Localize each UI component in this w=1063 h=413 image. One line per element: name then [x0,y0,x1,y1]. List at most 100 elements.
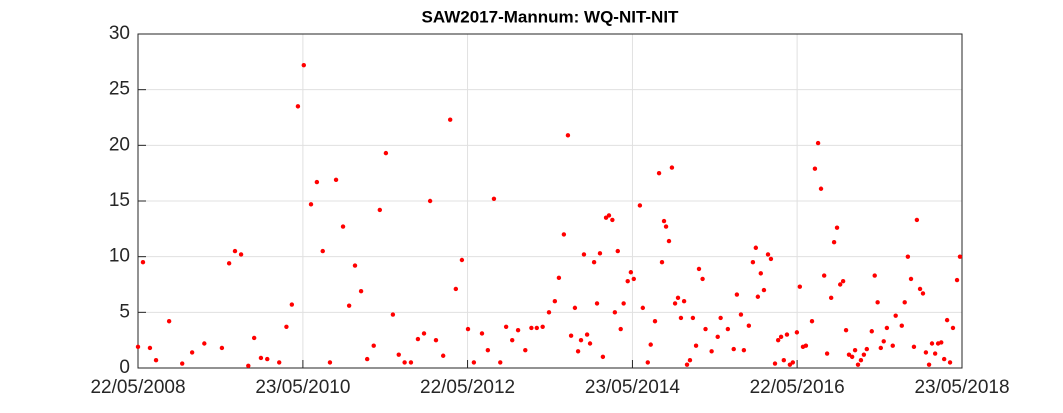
point [914,217,920,223]
point [957,254,963,259]
point [843,327,849,333]
point [153,358,159,363]
point [453,286,459,292]
y-tick-label: 0 [119,357,130,378]
point [902,300,907,305]
point [950,325,956,331]
point [346,303,352,308]
point [433,337,439,343]
point [561,232,567,237]
point [944,317,950,323]
point [812,166,818,171]
point [226,261,232,266]
point [503,324,509,330]
point [837,282,843,287]
point [333,177,339,183]
point [929,341,935,346]
point [684,362,690,367]
point [923,350,929,355]
point [565,133,571,138]
point [284,324,289,330]
point [831,239,837,245]
point [202,341,207,346]
point [905,254,911,259]
point [681,299,687,304]
point [797,284,803,289]
point [908,276,914,282]
point [693,343,699,348]
point [834,225,840,230]
point [320,248,325,254]
point [869,329,874,334]
point [703,326,708,332]
point [180,361,185,366]
point [258,355,264,361]
point [725,326,731,332]
point [690,315,696,321]
point [846,352,852,357]
point [246,363,251,368]
point [575,349,581,354]
point [765,252,771,257]
point [529,325,534,331]
point [140,260,146,265]
point [295,104,301,109]
point [675,295,681,301]
point [591,260,597,265]
point [734,292,740,297]
point [794,330,800,335]
point [778,334,784,340]
x-tick-label: 22/05/2016 [750,377,845,398]
point [546,310,552,315]
point [534,325,540,331]
point [610,217,615,223]
point [954,277,960,283]
point [872,273,877,278]
point [440,353,446,358]
point [232,248,238,254]
point [396,352,401,357]
point [884,325,890,331]
point [498,360,503,365]
point [581,252,587,257]
point [352,263,358,268]
y-tick-label: 5 [119,301,130,322]
point [615,248,620,254]
point [661,218,667,224]
point [941,356,947,362]
point [715,334,720,340]
point [277,360,282,365]
point [947,360,953,365]
point [308,202,314,207]
point [631,276,636,282]
point [696,266,702,272]
point [709,349,714,354]
point [818,186,824,191]
point [753,245,759,250]
point [803,343,809,348]
point [459,257,465,263]
point [718,315,723,321]
point [340,224,346,229]
point [852,347,858,353]
point [265,356,270,362]
point [768,256,774,262]
point [594,301,600,306]
point [687,358,693,363]
point [578,337,584,343]
point [606,213,612,218]
point [911,344,917,350]
point [408,360,414,365]
y-tick-label: 10 [109,246,130,267]
point [390,312,396,317]
point [656,170,662,176]
point [761,287,767,293]
point [881,339,886,344]
point [314,179,320,185]
point [471,360,477,365]
point [678,315,684,321]
point [809,319,815,324]
point [358,288,364,294]
x-tick-label: 23/05/2018 [914,377,1009,398]
